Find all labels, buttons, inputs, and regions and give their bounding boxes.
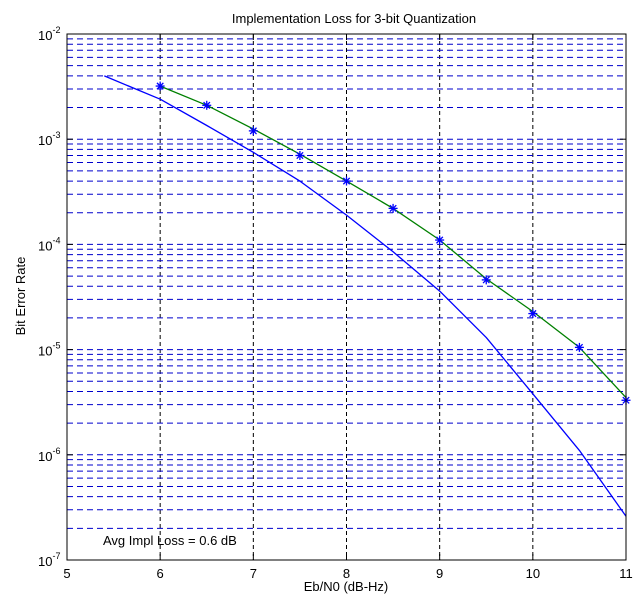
data-marker-star (295, 150, 305, 160)
data-marker-star (202, 100, 212, 110)
data-marker-star (481, 275, 491, 285)
x-tick-label: 7 (250, 566, 257, 581)
data-marker-star (388, 203, 398, 213)
x-tick-label: 6 (157, 566, 164, 581)
x-tick-label: 11 (619, 566, 633, 581)
y-tick-label: 10-6 (38, 446, 60, 464)
x-tick-label: 8 (343, 566, 350, 581)
x-tick-label: 5 (63, 566, 70, 581)
y-axis-ticks: 10-7 10-6 10-5 10-4 10-3 10-2 (38, 25, 626, 569)
data-marker-star (248, 126, 258, 136)
data-marker-star (435, 235, 445, 245)
annotation-avg-impl-loss: Avg Impl Loss = 0.6 dB (103, 533, 237, 548)
y-tick-label: 10-4 (38, 235, 60, 253)
y-tick-label: 10-2 (38, 25, 60, 43)
y-axis-label: Bit Error Rate (13, 257, 28, 336)
x-tick-label: 9 (436, 566, 443, 581)
x-tick-label: 10 (526, 566, 540, 581)
data-marker-star (155, 81, 165, 91)
grid-lines (67, 34, 626, 560)
data-marker-star (574, 342, 584, 352)
x-axis-label: Eb/N0 (dB-Hz) (304, 579, 389, 594)
y-tick-label: 10-3 (38, 130, 60, 148)
series-layer (104, 75, 631, 517)
x-axis-ticks: 5 6 7 8 9 10 11 (63, 34, 633, 581)
chart-title: Implementation Loss for 3-bit Quantizati… (232, 11, 476, 26)
data-marker-star (342, 176, 351, 186)
y-tick-label: 10-7 (38, 551, 60, 569)
y-tick-label: 10-5 (38, 341, 60, 359)
series-line-0 (104, 75, 627, 517)
data-marker-star (528, 309, 538, 319)
